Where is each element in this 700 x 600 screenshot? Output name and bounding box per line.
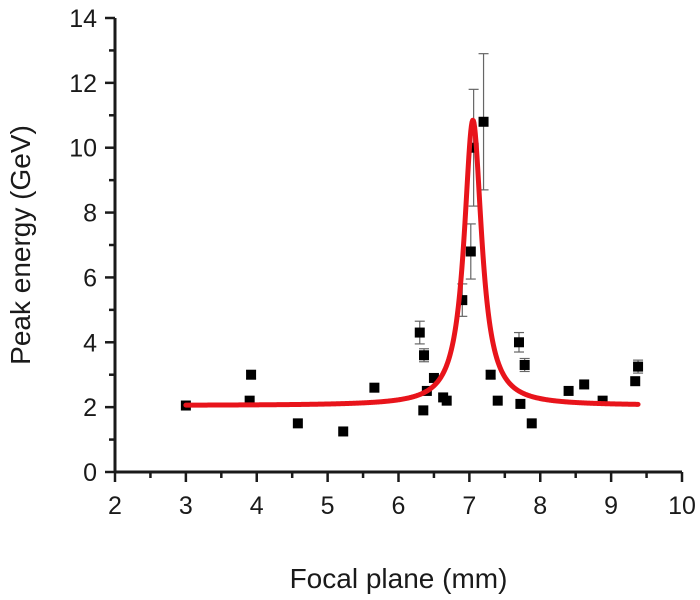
- x-axis-title: Focal plane (mm): [290, 563, 508, 594]
- data-point: [369, 382, 380, 393]
- x-tick-label: 10: [668, 492, 696, 520]
- x-tick-label: 8: [533, 492, 547, 520]
- data-point: [492, 395, 503, 406]
- data-point: [526, 418, 537, 429]
- data-point: [579, 379, 590, 390]
- data-point: [246, 369, 257, 380]
- data-point: [597, 395, 608, 406]
- y-tick-label: 12: [69, 70, 97, 98]
- data-point: [418, 405, 429, 416]
- x-tick-label: 4: [250, 492, 264, 520]
- data-point: [419, 350, 430, 361]
- data-point: [563, 385, 574, 396]
- data-points: [180, 116, 644, 437]
- data-point: [465, 246, 476, 257]
- data-point: [633, 361, 644, 372]
- y-tick-label: 2: [83, 394, 97, 422]
- x-tick-label: 9: [604, 492, 618, 520]
- fit-curve: [183, 117, 641, 408]
- data-point: [478, 116, 489, 127]
- data-point: [428, 372, 439, 383]
- y-tick-label: 14: [69, 5, 97, 33]
- data-point: [244, 395, 255, 406]
- y-tick-label: 8: [83, 200, 97, 228]
- y-tick-label: 10: [69, 135, 97, 163]
- y-tick-label: 0: [83, 459, 97, 487]
- x-tick-label: 6: [392, 492, 406, 520]
- data-point: [468, 142, 479, 153]
- y-tick-label: 4: [83, 329, 97, 357]
- data-point: [414, 327, 425, 338]
- y-tick-label: 6: [83, 264, 97, 292]
- x-tick-label: 5: [321, 492, 335, 520]
- data-point: [515, 398, 526, 409]
- axes: [105, 16, 684, 482]
- y-axis-title: Peak energy (GeV): [5, 125, 36, 365]
- data-point: [485, 369, 496, 380]
- x-tick-label: 3: [179, 492, 193, 520]
- error-bars: [246, 53, 644, 380]
- data-point: [513, 337, 524, 348]
- x-tick-label: 7: [462, 492, 476, 520]
- data-point: [292, 418, 303, 429]
- data-point: [457, 295, 468, 306]
- data-point: [519, 359, 530, 370]
- data-point: [630, 376, 641, 387]
- data-point: [441, 395, 452, 406]
- data-point: [338, 426, 349, 437]
- x-tick-label: 2: [108, 492, 122, 520]
